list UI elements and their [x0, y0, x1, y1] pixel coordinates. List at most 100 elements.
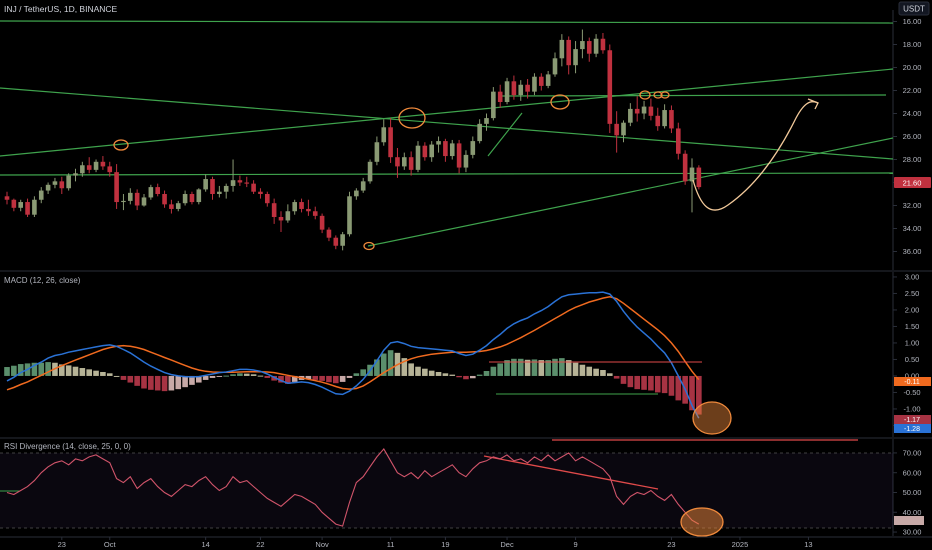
- macd-histogram-bar: [106, 373, 113, 376]
- macd-histogram-bar: [237, 373, 243, 376]
- macd-axis-tick-label: 1.00: [905, 339, 920, 348]
- candle-body: [504, 81, 510, 102]
- macd-histogram-bar: [374, 359, 380, 376]
- macd-histogram-bar: [415, 366, 421, 376]
- macd-histogram-bar: [524, 359, 531, 376]
- macd-histogram-bar: [154, 375, 161, 391]
- currency-button-label[interactable]: USDT: [903, 5, 925, 14]
- time-tick-label: 2025: [732, 540, 749, 549]
- rsi-divergence-line: [483, 455, 659, 490]
- macd-histogram-bar: [517, 358, 524, 376]
- macd-histogram-bar: [579, 364, 586, 376]
- macd-axis-tick-label: 2.50: [905, 289, 920, 298]
- rsi-band: [0, 453, 893, 528]
- rsi-axis: 70.00 60.00 50.00 40.00 30.00: [893, 449, 921, 537]
- candle-body: [552, 58, 558, 75]
- macd-value-tags: -0.11 -1.17 -1.28: [894, 377, 931, 433]
- candle-body: [491, 91, 496, 119]
- currency-button-bg[interactable]: [898, 1, 930, 16]
- candle-body: [648, 106, 654, 116]
- candle-body: [470, 141, 476, 155]
- candle-body: [525, 84, 530, 92]
- candle-body: [676, 128, 681, 154]
- macd-axis: 3.00 2.50 2.00 1.50 1.00 0.50 0.00 -0.50 -1.00 -1…: [893, 273, 921, 430]
- candle-body: [162, 194, 167, 205]
- price-pane[interactable]: 36.0034.0032.0030.0028.0026.0024.0022.00…: [0, 1, 931, 270]
- macd-histogram-bar: [538, 360, 545, 376]
- candle-body: [86, 165, 92, 170]
- candle-body: [107, 166, 113, 173]
- macd-histogram-bar: [463, 375, 469, 380]
- candle-body: [628, 108, 633, 123]
- candle-body: [518, 84, 524, 96]
- macd-histogram-bar: [148, 375, 154, 390]
- candle-body: [497, 91, 503, 102]
- time-tick-label: 19: [441, 540, 449, 549]
- macd-histogram-bar: [483, 371, 490, 376]
- macd-histogram-bar: [134, 375, 140, 386]
- macd-histogram-bar: [689, 375, 695, 411]
- macd-histogram-bar: [175, 375, 182, 390]
- candle-body: [477, 123, 482, 142]
- candle-body: [669, 110, 674, 129]
- candle-body: [655, 115, 661, 127]
- candle-body: [374, 142, 380, 162]
- annotation-circle-top-2: [653, 91, 663, 99]
- candle-body: [367, 161, 373, 182]
- macd-histogram-bar: [422, 368, 428, 376]
- macd-histogram-bar: [428, 370, 435, 376]
- macd-line: [6, 291, 700, 419]
- macd-histogram-bar: [552, 358, 558, 376]
- rsi-value-tag-bg: [894, 516, 924, 525]
- macd-histogram-bar: [250, 374, 257, 376]
- macd-histogram-bar: [278, 375, 284, 383]
- candle-body: [80, 165, 85, 174]
- candle-body: [251, 183, 256, 192]
- candle-body: [169, 204, 174, 209]
- time-axis[interactable]: 23 Oct 14 22 Nov 11 19 Dec 9 23 2025 13: [58, 537, 813, 549]
- candle-body: [52, 181, 58, 185]
- macd-histogram-bar: [333, 375, 339, 384]
- price-axis-tick-label: 18.00: [903, 40, 922, 49]
- candle-body: [182, 194, 188, 204]
- candle-body: [347, 196, 352, 235]
- candle-body: [422, 145, 428, 158]
- macd-axis-tick-label: 0.00: [905, 372, 920, 381]
- last-price-label: 21.60: [903, 179, 922, 188]
- time-tick-label: Dec: [500, 540, 514, 549]
- macd-histogram-bar: [607, 373, 613, 376]
- macd-histogram-bar: [497, 363, 503, 376]
- time-tick-label: 14: [201, 540, 209, 549]
- candle-body: [155, 187, 160, 194]
- candle-body: [4, 196, 10, 200]
- macd-histogram-bar: [360, 369, 366, 376]
- macd-histogram-bar: [38, 362, 45, 376]
- macd-histogram-bar: [291, 375, 298, 382]
- candle-body: [388, 127, 393, 158]
- rsi-pane[interactable]: 70.00 60.00 50.00 40.00 30.00 RSI Divergence…: [0, 439, 924, 537]
- macd-pane[interactable]: 3.00 2.50 2.00 1.50 1.00 0.50 0.00 -0.50 -1.00 -1…: [4, 272, 931, 437]
- price-axis-tick-label: 24.00: [903, 109, 922, 118]
- macd-histogram-bar: [565, 360, 572, 376]
- candle-body: [689, 167, 695, 182]
- candle-body: [436, 141, 441, 145]
- price-axis-tick-label: 22.00: [903, 86, 922, 95]
- macd-histogram-bar: [668, 375, 675, 396]
- signal-tag-bg: [894, 415, 931, 424]
- candle-body: [696, 167, 702, 188]
- macd-histogram-bar: [634, 375, 640, 390]
- macd-legend: MACD (12, 26, close): [4, 276, 81, 285]
- candle-body: [511, 81, 517, 96]
- trendline-short-segment: [487, 112, 523, 157]
- candle-body: [545, 74, 551, 86]
- annotation-circle-top-1: [639, 90, 651, 100]
- candle-body: [217, 191, 222, 194]
- candlesticks: [4, 29, 702, 251]
- macd-histogram-bar: [648, 375, 654, 391]
- currency-button[interactable]: USDT: [898, 1, 930, 16]
- macd-axis-tick-label: 2.00: [905, 306, 920, 315]
- candle-body: [210, 179, 215, 194]
- candle-body: [299, 202, 304, 209]
